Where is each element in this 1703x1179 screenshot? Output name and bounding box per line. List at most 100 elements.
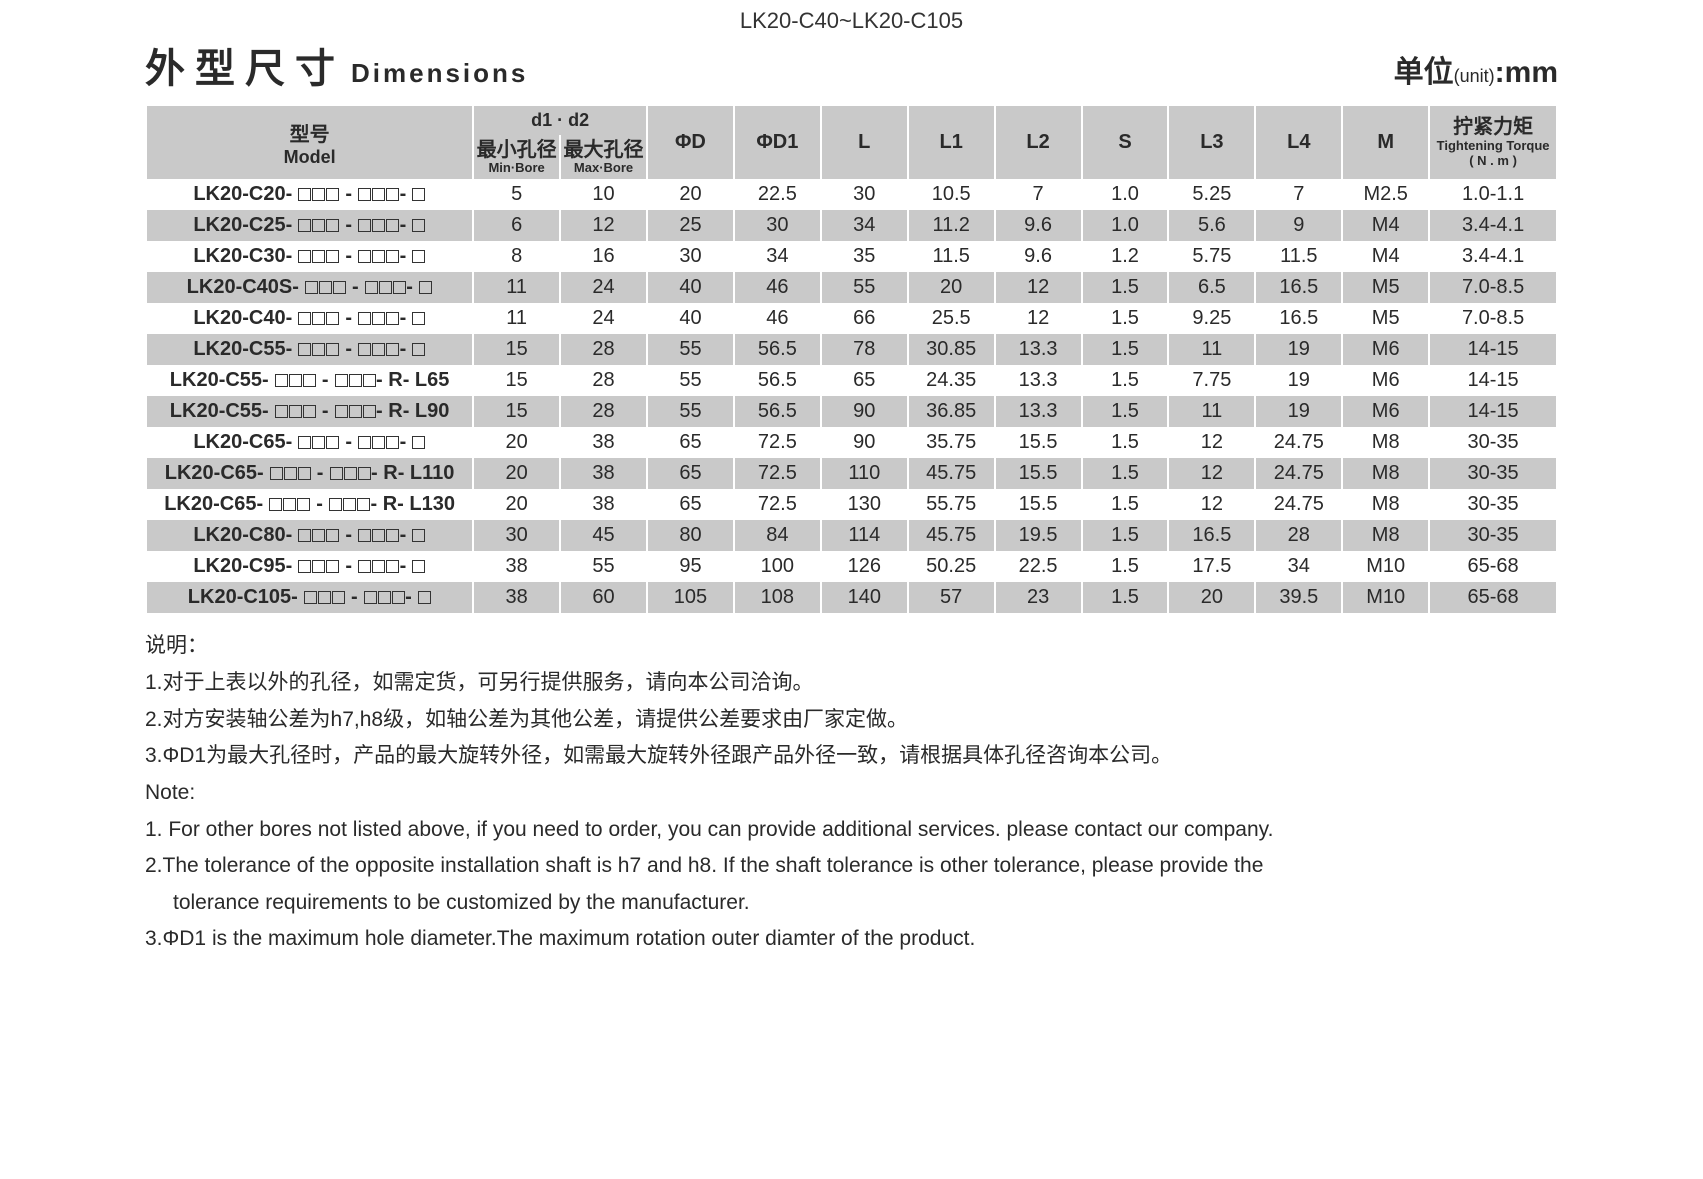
cell-L: 130 bbox=[821, 489, 908, 520]
cell-L2: 7 bbox=[995, 179, 1082, 210]
note-en-3: 3.ΦD1 is the maximum hole diameter.The m… bbox=[145, 922, 1558, 957]
cell-max: 28 bbox=[560, 396, 647, 427]
col-max-bore-cn: 最大孔径 bbox=[563, 139, 644, 161]
cell-D1: 22.5 bbox=[734, 179, 821, 210]
cell-M: M8 bbox=[1342, 520, 1429, 551]
title-row: 外型尺寸 Dimensions 单位(unit):mm bbox=[145, 36, 1558, 94]
cell-L1: 11.5 bbox=[908, 241, 995, 272]
cell-max: 38 bbox=[560, 427, 647, 458]
cell-min: 11 bbox=[473, 272, 560, 303]
cell-model: LK20-C20- - - bbox=[146, 179, 473, 210]
cell-L3: 5.6 bbox=[1168, 210, 1255, 241]
col-max-bore: 最大孔径 Max·Bore bbox=[560, 135, 647, 179]
cell-D1: 46 bbox=[734, 272, 821, 303]
cell-L4: 9 bbox=[1255, 210, 1342, 241]
cell-min: 15 bbox=[473, 365, 560, 396]
cell-T: 14-15 bbox=[1429, 365, 1557, 396]
cell-D: 65 bbox=[647, 458, 734, 489]
cell-model: LK20-C55- - - R- L90 bbox=[146, 396, 473, 427]
cell-min: 20 bbox=[473, 489, 560, 520]
cell-D: 55 bbox=[647, 396, 734, 427]
col-L4: L4 bbox=[1255, 106, 1342, 179]
title-en: Dimensions bbox=[351, 58, 528, 89]
col-torque-cn: 拧紧力矩 bbox=[1453, 116, 1533, 138]
cell-D: 40 bbox=[647, 303, 734, 334]
cell-min: 15 bbox=[473, 334, 560, 365]
cell-M: M4 bbox=[1342, 241, 1429, 272]
cell-L3: 5.75 bbox=[1168, 241, 1255, 272]
cell-model: LK20-C25- - - bbox=[146, 210, 473, 241]
cell-S: 1.2 bbox=[1082, 241, 1169, 272]
table-row: LK20-C65- - - R- L13020386572.513055.751… bbox=[146, 489, 1557, 520]
cell-T: 7.0-8.5 bbox=[1429, 303, 1557, 334]
col-d1d2: d1 · d2 bbox=[473, 106, 647, 135]
cell-L1: 45.75 bbox=[908, 458, 995, 489]
cell-min: 20 bbox=[473, 427, 560, 458]
cell-D: 55 bbox=[647, 334, 734, 365]
cell-L1: 45.75 bbox=[908, 520, 995, 551]
cell-model: LK20-C55- - - R- L65 bbox=[146, 365, 473, 396]
table-row: LK20-C80- - - 3045808411445.7519.51.516.… bbox=[146, 520, 1557, 551]
cell-M: M5 bbox=[1342, 272, 1429, 303]
cell-L: 140 bbox=[821, 582, 908, 613]
table-row: LK20-C40- - - 112440466625.5121.59.2516.… bbox=[146, 303, 1557, 334]
cell-min: 6 bbox=[473, 210, 560, 241]
cell-L: 66 bbox=[821, 303, 908, 334]
cell-M: M4 bbox=[1342, 210, 1429, 241]
cell-max: 45 bbox=[560, 520, 647, 551]
cell-L1: 24.35 bbox=[908, 365, 995, 396]
cell-T: 30-35 bbox=[1429, 458, 1557, 489]
cell-max: 38 bbox=[560, 489, 647, 520]
table-row: LK20-C95- - - 38559510012650.2522.51.517… bbox=[146, 551, 1557, 582]
table-row: LK20-C25- - - 61225303411.29.61.05.69M43… bbox=[146, 210, 1557, 241]
col-M: M bbox=[1342, 106, 1429, 179]
cell-max: 12 bbox=[560, 210, 647, 241]
cell-L4: 11.5 bbox=[1255, 241, 1342, 272]
cell-D: 30 bbox=[647, 241, 734, 272]
cell-L4: 16.5 bbox=[1255, 272, 1342, 303]
col-min-bore: 最小孔径 Min·Bore bbox=[473, 135, 560, 179]
cell-L1: 11.2 bbox=[908, 210, 995, 241]
cell-model: LK20-C55- - - bbox=[146, 334, 473, 365]
unit-cn: 单位 bbox=[1394, 56, 1454, 89]
cell-L2: 13.3 bbox=[995, 365, 1082, 396]
cell-min: 5 bbox=[473, 179, 560, 210]
cell-L: 55 bbox=[821, 272, 908, 303]
cell-T: 30-35 bbox=[1429, 427, 1557, 458]
cell-min: 30 bbox=[473, 520, 560, 551]
cell-D1: 100 bbox=[734, 551, 821, 582]
cell-L4: 19 bbox=[1255, 396, 1342, 427]
cell-model: LK20-C30- - - bbox=[146, 241, 473, 272]
cell-M: M10 bbox=[1342, 551, 1429, 582]
cell-D: 80 bbox=[647, 520, 734, 551]
note-en-1: 1. For other bores not listed above, if … bbox=[145, 813, 1558, 848]
cell-L1: 25.5 bbox=[908, 303, 995, 334]
cell-max: 60 bbox=[560, 582, 647, 613]
cell-M: M6 bbox=[1342, 334, 1429, 365]
col-phiD: ΦD bbox=[647, 106, 734, 179]
cell-D1: 56.5 bbox=[734, 396, 821, 427]
cell-M: M6 bbox=[1342, 396, 1429, 427]
cell-max: 28 bbox=[560, 334, 647, 365]
cell-D1: 72.5 bbox=[734, 427, 821, 458]
cell-min: 15 bbox=[473, 396, 560, 427]
cell-max: 10 bbox=[560, 179, 647, 210]
cell-L3: 6.5 bbox=[1168, 272, 1255, 303]
cell-S: 1.5 bbox=[1082, 303, 1169, 334]
cell-D1: 84 bbox=[734, 520, 821, 551]
cell-model: LK20-C65- - - bbox=[146, 427, 473, 458]
cell-L2: 13.3 bbox=[995, 334, 1082, 365]
cell-L2: 13.3 bbox=[995, 396, 1082, 427]
cell-M: M6 bbox=[1342, 365, 1429, 396]
cell-L4: 7 bbox=[1255, 179, 1342, 210]
cell-L3: 12 bbox=[1168, 427, 1255, 458]
cell-S: 1.5 bbox=[1082, 551, 1169, 582]
cell-L4: 19 bbox=[1255, 334, 1342, 365]
col-L2: L2 bbox=[995, 106, 1082, 179]
col-L: L bbox=[821, 106, 908, 179]
cell-L2: 12 bbox=[995, 303, 1082, 334]
cell-L3: 16.5 bbox=[1168, 520, 1255, 551]
table-row: LK20-C55- - - R- L9015285556.59036.8513.… bbox=[146, 396, 1557, 427]
cell-L: 90 bbox=[821, 396, 908, 427]
cell-T: 30-35 bbox=[1429, 489, 1557, 520]
